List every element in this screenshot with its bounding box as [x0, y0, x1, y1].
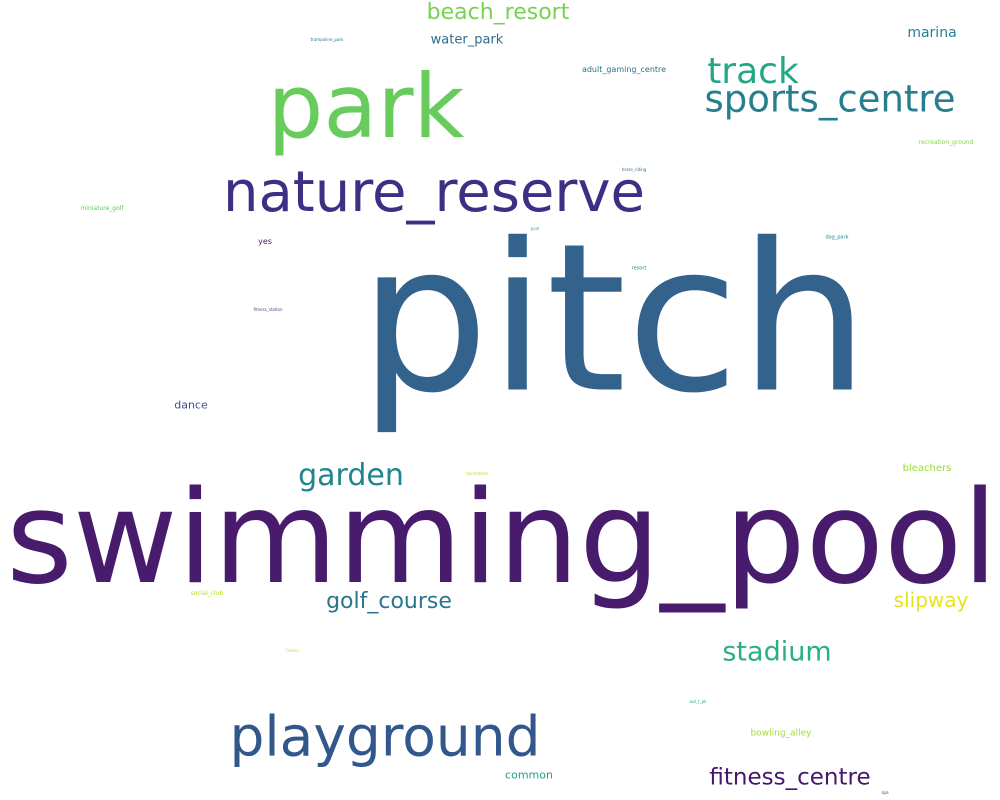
word-garden: garden	[298, 458, 404, 493]
word-miniature-golf: miniature_golf	[80, 205, 124, 212]
word-social-club: social_club	[190, 590, 224, 597]
word-water-park: water_park	[430, 32, 504, 48]
word-yes: yes	[258, 237, 272, 246]
word-playground: playground	[229, 704, 541, 769]
word-horse-riding: horse_riding	[621, 167, 647, 172]
word-bandstand: bandstand	[466, 471, 488, 476]
word-bleachers: bleachers	[902, 463, 952, 474]
word-slipway: slipway	[893, 588, 969, 612]
word-recreation-ground: recreation_ground	[918, 139, 974, 146]
word-casino: Casino	[285, 648, 299, 653]
word-sports-centre: sports_centre	[704, 77, 956, 121]
word-out-t-pk: out_t_pk	[689, 699, 707, 704]
word-bowling-alley: bowling_alley	[750, 728, 812, 739]
word-adult-gaming-centre: adult_gaming_centre	[581, 65, 667, 74]
word-trampoline-park: trampoline_park	[310, 37, 344, 42]
word-fitness-centre: fitness_centre	[709, 764, 871, 791]
word-beach-resort: beach_resort	[426, 0, 570, 25]
word-golf-course: golf_course	[326, 589, 452, 614]
word-nature-reserve: nature_reserve	[223, 160, 645, 225]
word-resort: resort	[631, 265, 647, 272]
word-pitch: pitch	[358, 200, 870, 439]
word-dance: dance	[174, 398, 208, 412]
word-track: track	[707, 51, 799, 92]
word-fitness-station: fitness_station	[253, 307, 283, 312]
word-common: common	[505, 768, 553, 782]
word-spa: spa	[881, 790, 889, 795]
word-park: park	[267, 55, 465, 158]
word-marina: marina	[907, 25, 957, 41]
word-swimming-pool: swimming_pool	[6, 464, 998, 613]
word-stadium: stadium	[722, 636, 832, 668]
word-pool: pool	[530, 226, 540, 231]
word-dog-park: dog_park	[825, 234, 849, 241]
